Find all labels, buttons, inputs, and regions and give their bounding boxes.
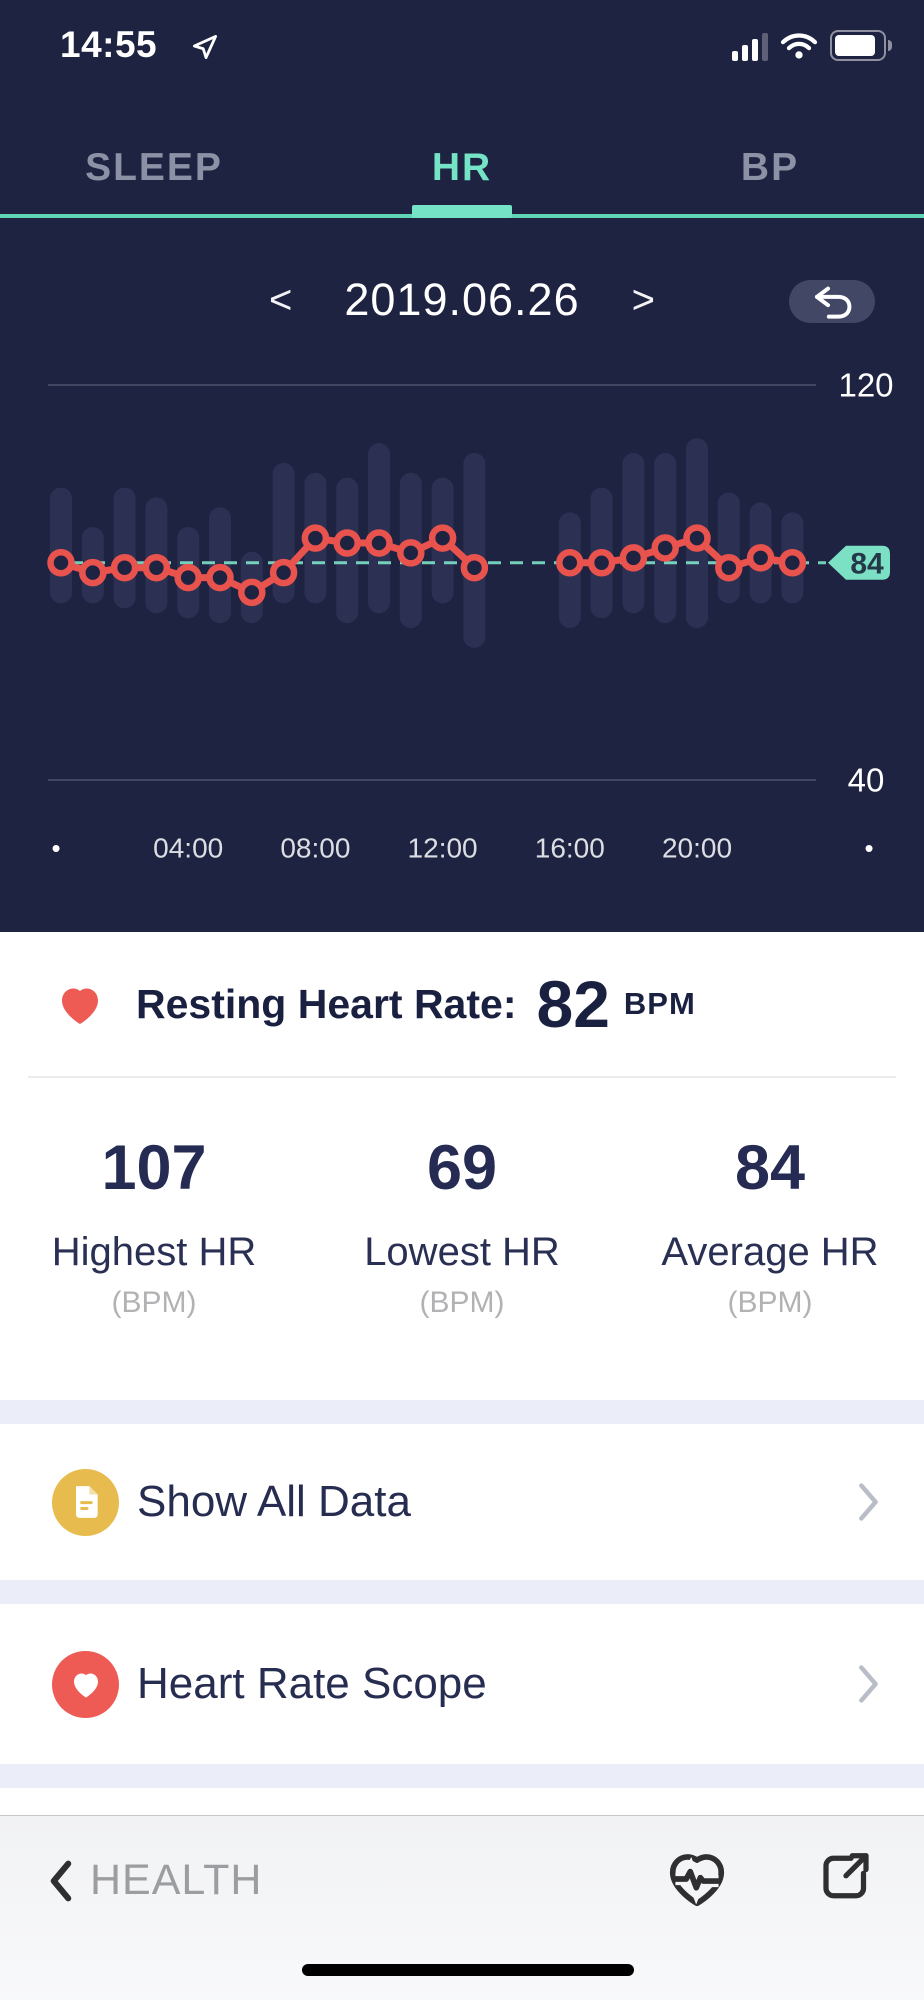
resting-hr-label: Resting Heart Rate:: [136, 980, 517, 1027]
hr-marker: [142, 553, 171, 582]
x-tick-label: 12:00: [408, 833, 478, 864]
divider: [28, 1076, 896, 1078]
hr-marker: [619, 544, 648, 572]
hr-marker: [683, 524, 711, 552]
hr-marker: [333, 529, 361, 557]
tab-bar: SLEEP HR BP: [0, 118, 924, 218]
hr-marker: [651, 534, 679, 562]
date-label: 2019.06.26: [344, 274, 580, 325]
heart-rate-scope-label: Heart Rate Scope: [137, 1659, 487, 1708]
x-tick-label: 16:00: [535, 833, 605, 864]
wifi-icon: [780, 32, 818, 59]
hr-marker: [746, 544, 775, 572]
status-time: 14:55: [60, 24, 158, 65]
hr-marker: [47, 549, 75, 577]
stat-label: Average HR: [661, 1230, 879, 1274]
status-bar: 14:55: [0, 18, 924, 70]
back-label: HEALTH: [90, 1856, 263, 1904]
y-axis-label-120: 120: [838, 367, 893, 404]
document-icon: [52, 1468, 119, 1536]
show-all-data-label: Show All Data: [137, 1477, 411, 1526]
hr-marker: [79, 558, 107, 587]
section-separator: [0, 1764, 924, 1788]
resting-heart-rate-row: Resting Heart Rate: 82 BPM: [0, 932, 924, 1076]
hr-marker: [460, 553, 489, 582]
battery-icon: [830, 30, 892, 61]
hr-marker: [206, 563, 234, 592]
return-to-today-button[interactable]: [789, 280, 875, 323]
tab-sleep[interactable]: SLEEP: [85, 146, 223, 189]
heart-pulse-icon[interactable]: [664, 1848, 730, 1910]
resting-hr-unit: BPM: [623, 986, 696, 1021]
prev-day-button[interactable]: <: [269, 277, 293, 322]
section-separator: [0, 1400, 924, 1424]
heart-rate-scope-row[interactable]: Heart Rate Scope: [0, 1604, 924, 1764]
location-arrow-icon: [193, 35, 217, 59]
stat-value: 84: [734, 1133, 806, 1203]
stat-label: Lowest HR: [364, 1230, 560, 1274]
y-axis-label-40: 40: [848, 762, 885, 799]
chevron-right-icon: [859, 1483, 878, 1521]
hr-marker: [778, 549, 807, 577]
x-tick-label: 20:00: [662, 833, 732, 864]
cellular-signal-icon: [732, 31, 768, 61]
stat-unit: (BPM): [111, 1286, 197, 1319]
section-separator: [0, 1580, 924, 1604]
hr-marker: [365, 529, 393, 557]
heart-icon: [52, 1650, 119, 1718]
hr-marker: [556, 549, 584, 577]
active-tab-indicator: [412, 205, 512, 218]
average-hr-tag: [828, 545, 890, 580]
status-icons: [732, 30, 892, 61]
hr-stats: 107 Highest HR (BPM) 69 Lowest HR (BPM) …: [0, 1078, 924, 1400]
stat-label: Highest HR: [51, 1230, 257, 1274]
x-edge-dot: •: [864, 833, 873, 863]
date-navigation: < 2019.06.26 >: [0, 270, 924, 330]
stat-unit: (BPM): [727, 1286, 813, 1319]
stat-highest-hr: 107 Highest HR (BPM): [0, 1078, 308, 1400]
tab-hr[interactable]: HR: [431, 146, 493, 189]
heart-rate-chart[interactable]: 120 40 84 04:00 08:00 12:00 16:00 20:00 • •: [0, 0, 924, 932]
hr-marker: [174, 563, 202, 592]
x-tick-label: 08:00: [280, 833, 350, 864]
chevron-right-icon: [859, 1665, 878, 1703]
resting-hr-value: 82: [536, 967, 610, 1041]
chart-section: 120 40 84 04:00 08:00 12:00 16:00 20:00 • • 14:55…: [0, 0, 924, 932]
x-edge-dot: •: [51, 833, 60, 863]
hr-marker: [587, 549, 616, 577]
hr-marker: [428, 524, 457, 552]
stat-average-hr: 84 Average HR (BPM): [616, 1078, 924, 1400]
stat-lowest-hr: 69 Lowest HR (BPM): [308, 1078, 616, 1400]
average-hr-tag-label: 84: [850, 547, 884, 580]
share-export-icon[interactable]: [816, 1848, 876, 1906]
stat-unit: (BPM): [419, 1286, 505, 1319]
hr-marker: [301, 524, 330, 552]
next-day-button[interactable]: >: [631, 277, 655, 322]
hr-marker: [397, 539, 425, 567]
hr-marker: [715, 553, 743, 582]
stat-value: 107: [101, 1133, 207, 1203]
x-tick-label: 04:00: [153, 833, 223, 864]
heart-icon: [62, 988, 98, 1024]
chevron-left-icon: [50, 1860, 72, 1901]
hr-marker: [110, 553, 139, 582]
show-all-data-row[interactable]: Show All Data: [0, 1424, 924, 1580]
hr-marker: [269, 558, 298, 587]
tab-bp[interactable]: BP: [740, 146, 800, 189]
home-indicator[interactable]: [302, 1964, 634, 1976]
hr-marker: [238, 578, 266, 607]
undo-arrow-icon: [814, 286, 852, 319]
stat-value: 69: [426, 1133, 498, 1203]
back-to-health-button[interactable]: HEALTH: [48, 1856, 262, 1905]
